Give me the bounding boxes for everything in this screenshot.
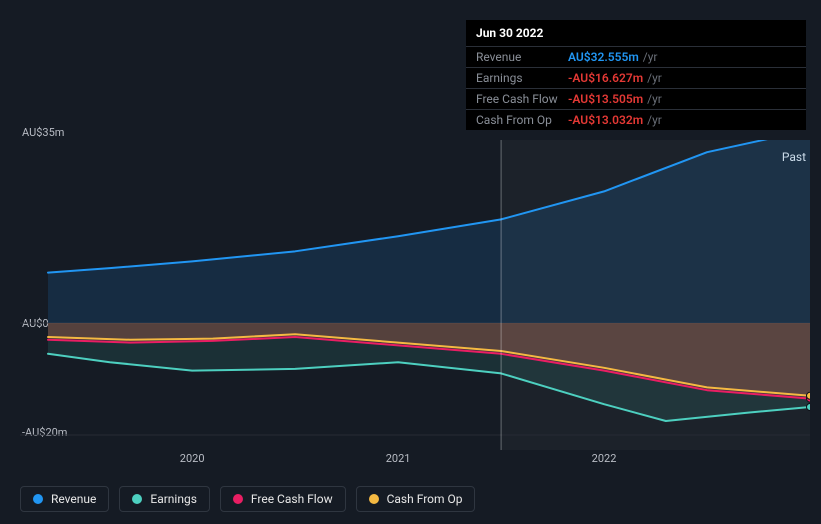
- x-tick-2022: 2022: [592, 452, 617, 465]
- legend: Revenue Earnings Free Cash Flow Cash Fro…: [20, 486, 475, 512]
- tooltip-value: -AU$16.627m: [568, 71, 643, 85]
- legend-label: Earnings: [150, 492, 197, 506]
- tooltip-box: Jun 30 2022 Revenue AU$32.555m /yr Earni…: [466, 20, 806, 130]
- y-tick-max: AU$35m: [22, 126, 64, 139]
- legend-dot: [369, 494, 379, 504]
- legend-item-fcf[interactable]: Free Cash Flow: [220, 486, 346, 512]
- legend-label: Cash From Op: [387, 492, 463, 506]
- tooltip-value: -AU$13.505m: [568, 92, 643, 106]
- tooltip-unit: /yr: [647, 113, 662, 127]
- tooltip-label: Cash From Op: [476, 113, 568, 127]
- tooltip-unit: /yr: [647, 71, 662, 85]
- tooltip-value: -AU$13.032m: [568, 113, 643, 127]
- x-tick-2021: 2021: [386, 452, 411, 465]
- legend-label: Free Cash Flow: [251, 492, 333, 506]
- tooltip-row-cfo: Cash From Op -AU$13.032m /yr: [466, 110, 806, 130]
- tooltip-label: Revenue: [476, 50, 568, 64]
- legend-item-cfo[interactable]: Cash From Op: [356, 486, 476, 512]
- legend-item-revenue[interactable]: Revenue: [20, 486, 109, 512]
- legend-item-earnings[interactable]: Earnings: [119, 486, 210, 512]
- legend-label: Revenue: [51, 492, 96, 506]
- x-tick-2020: 2020: [180, 452, 205, 465]
- legend-dot: [33, 494, 43, 504]
- tooltip-label: Free Cash Flow: [476, 92, 568, 106]
- legend-dot: [233, 494, 243, 504]
- tooltip-row-earnings: Earnings -AU$16.627m /yr: [466, 68, 806, 89]
- tooltip-unit: /yr: [643, 50, 658, 64]
- tooltip-unit: /yr: [647, 92, 662, 106]
- tooltip-row-revenue: Revenue AU$32.555m /yr: [466, 47, 806, 68]
- tooltip-date: Jun 30 2022: [466, 20, 806, 47]
- legend-dot: [132, 494, 142, 504]
- financial-chart[interactable]: [20, 140, 810, 450]
- tooltip-value: AU$32.555m: [568, 50, 639, 64]
- tooltip-label: Earnings: [476, 71, 568, 85]
- tooltip-row-fcf: Free Cash Flow -AU$13.505m /yr: [466, 89, 806, 110]
